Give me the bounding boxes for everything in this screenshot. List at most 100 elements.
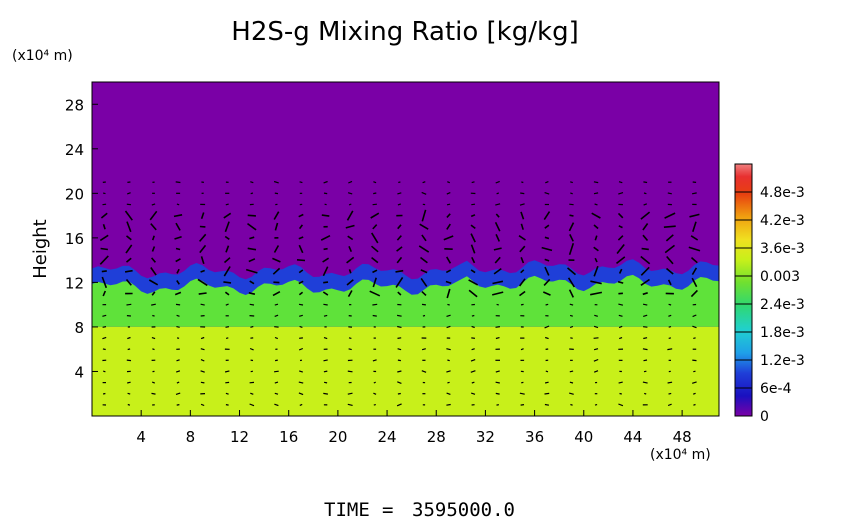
wind-vector xyxy=(593,224,599,230)
wind-vector xyxy=(397,192,402,195)
wind-vector xyxy=(666,255,674,265)
wind-vector xyxy=(272,257,281,263)
wind-vector xyxy=(151,381,156,384)
wind-vector xyxy=(127,381,131,384)
wind-vector xyxy=(322,266,329,277)
colorbar-tick-label: 6e-4 xyxy=(760,381,792,397)
middle-region xyxy=(92,271,719,327)
wind-vector xyxy=(520,257,525,264)
wind-vector xyxy=(322,257,330,263)
wind-vector xyxy=(397,392,401,395)
wind-vector xyxy=(422,181,426,184)
wind-vector xyxy=(691,267,698,276)
wind-vector xyxy=(225,392,229,395)
wind-vector xyxy=(175,392,181,395)
wind-vector xyxy=(224,370,230,373)
wind-vector xyxy=(174,235,182,240)
plot-frame xyxy=(91,81,720,417)
wind-vector xyxy=(619,392,622,395)
wind-vector xyxy=(446,348,451,351)
x-tick-label: 36 xyxy=(525,428,544,446)
wind-vector xyxy=(372,269,378,274)
wind-vector xyxy=(347,403,353,406)
wind-vector xyxy=(446,203,451,206)
wind-vector xyxy=(447,359,450,362)
wind-vector xyxy=(298,303,304,306)
wind-vector xyxy=(642,348,648,351)
wind-vector xyxy=(247,214,256,217)
wind-vector xyxy=(617,212,624,219)
wind-vector xyxy=(225,303,229,306)
wind-vector xyxy=(396,403,402,407)
wind-vector xyxy=(470,359,476,362)
wind-vector xyxy=(102,314,107,317)
wind-vector xyxy=(150,257,157,263)
wind-vector xyxy=(225,326,230,328)
wind-vector xyxy=(149,210,158,221)
wind-vector xyxy=(667,348,673,351)
wind-vector xyxy=(249,236,255,240)
wind-vector xyxy=(175,258,181,263)
wind-vector xyxy=(445,269,452,274)
wind-vector xyxy=(370,245,379,253)
wind-vector xyxy=(544,236,550,240)
wind-vector xyxy=(125,235,132,241)
wind-vector xyxy=(471,381,475,384)
wind-vector xyxy=(274,192,279,195)
wind-vector xyxy=(591,212,601,219)
wind-vector xyxy=(495,233,501,242)
wind-vector xyxy=(545,181,549,184)
colorbar-tick-label: 4.8e-3 xyxy=(760,185,805,201)
wind-vector xyxy=(200,403,205,407)
wind-vector xyxy=(641,247,649,251)
wind-vector xyxy=(495,213,500,218)
wind-vector xyxy=(570,403,573,406)
wind-vector xyxy=(421,191,427,195)
wind-vector xyxy=(175,303,181,306)
wind-vector xyxy=(347,192,353,195)
wind-vector xyxy=(495,203,501,206)
wind-vector xyxy=(298,236,304,240)
wind-vector xyxy=(446,213,451,218)
wind-vector xyxy=(298,381,304,384)
wind-vector xyxy=(397,348,402,351)
wind-vector xyxy=(175,247,181,251)
wind-vector xyxy=(396,235,402,241)
wind-vector xyxy=(570,181,573,184)
wind-vector xyxy=(667,279,672,286)
wind-vector xyxy=(323,314,328,317)
wind-vector xyxy=(102,392,106,395)
wind-vector xyxy=(420,269,428,274)
wind-vector xyxy=(151,303,156,306)
wind-vector xyxy=(689,213,700,218)
wind-vector xyxy=(519,392,525,395)
colorbar-tick-label: 1.8e-3 xyxy=(760,325,805,341)
wind-vector xyxy=(100,212,108,219)
wind-vector xyxy=(347,392,353,395)
wind-vector xyxy=(373,404,376,406)
wind-vector xyxy=(323,303,328,306)
y-tick-label: 24 xyxy=(65,141,84,159)
wind-vector xyxy=(594,404,598,406)
wind-vector xyxy=(692,325,697,329)
wind-vector xyxy=(495,392,500,395)
wind-vector xyxy=(519,245,526,253)
wind-vector xyxy=(470,233,476,243)
wind-vector xyxy=(496,192,500,195)
wind-vector xyxy=(470,224,476,230)
wind-vector xyxy=(225,404,229,406)
wind-vector xyxy=(447,181,451,184)
wind-vector xyxy=(618,314,623,317)
wind-vector xyxy=(692,381,697,384)
wind-vector xyxy=(224,291,230,296)
wind-vector xyxy=(200,256,205,265)
x-tick-label: 16 xyxy=(279,428,298,446)
x-ticks: 4 8 12 16 20 24 28 32 36 40 44 48 xyxy=(136,410,692,446)
wind-vector xyxy=(618,268,623,274)
wind-vector xyxy=(496,303,499,306)
wind-vector xyxy=(249,347,254,351)
wind-vector xyxy=(397,381,402,384)
x-unit-label: (x10⁴ m) xyxy=(650,447,711,463)
wind-vector xyxy=(570,337,573,339)
